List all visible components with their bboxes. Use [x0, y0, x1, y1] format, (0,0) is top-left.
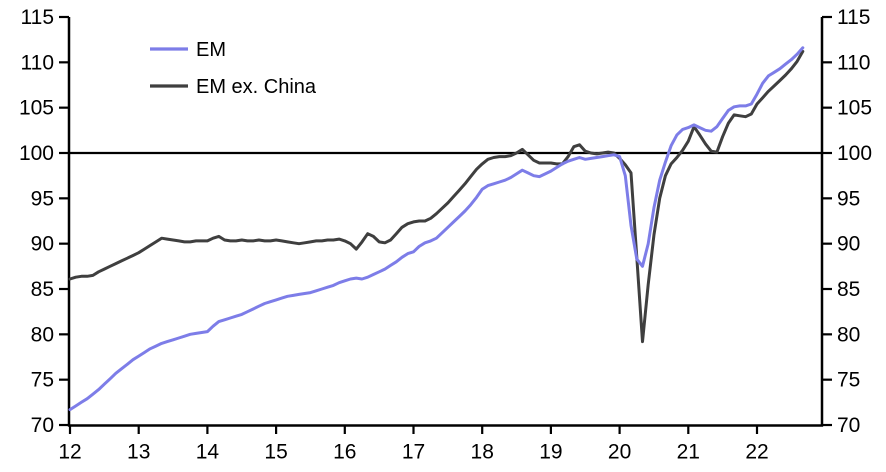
x-tick-label: 15	[264, 441, 287, 464]
y-tick-label-left: 85	[31, 278, 54, 301]
y-tick-label-right: 80	[837, 323, 860, 346]
y-tick-label-right: 70	[837, 414, 860, 437]
x-tick-label: 18	[471, 441, 494, 464]
series-line-em-ex-china	[68, 49, 805, 344]
legend-label: EM ex. China	[196, 76, 317, 98]
y-tick-label-left: 70	[31, 414, 54, 437]
y-tick-label-left: 80	[31, 323, 54, 346]
y-tick-label-right: 110	[837, 51, 870, 74]
y-tick-label-right: 100	[837, 142, 872, 165]
x-tick-label: 13	[127, 441, 150, 464]
x-tick-label: 21	[677, 441, 700, 464]
y-tick-label-right: 95	[837, 187, 860, 210]
series-line-em	[68, 46, 805, 412]
y-tick-label-left: 90	[31, 233, 54, 256]
y-tick-label-left: 110	[21, 51, 54, 74]
x-tick-label: 14	[196, 441, 220, 464]
x-tick-label: 19	[539, 441, 562, 464]
y-tick-label-right: 75	[837, 369, 860, 392]
y-tick-label-right: 105	[837, 97, 872, 120]
y-tick-label-left: 95	[31, 187, 54, 210]
x-tick-label: 17	[402, 441, 425, 464]
y-tick-label-right: 85	[837, 278, 860, 301]
y-tick-label-right: 115	[837, 6, 870, 29]
y-tick-label-left: 105	[19, 97, 54, 120]
y-tick-label-left: 75	[31, 369, 54, 392]
x-tick-label: 22	[745, 441, 768, 464]
y-tick-label-left: 100	[19, 142, 54, 165]
x-tick-label: 20	[608, 441, 631, 464]
y-tick-label-right: 90	[837, 233, 860, 256]
legend-label: EM	[196, 39, 226, 61]
x-tick-label: 12	[58, 441, 81, 464]
x-tick-label: 16	[333, 441, 356, 464]
y-tick-label-left: 115	[21, 6, 54, 29]
